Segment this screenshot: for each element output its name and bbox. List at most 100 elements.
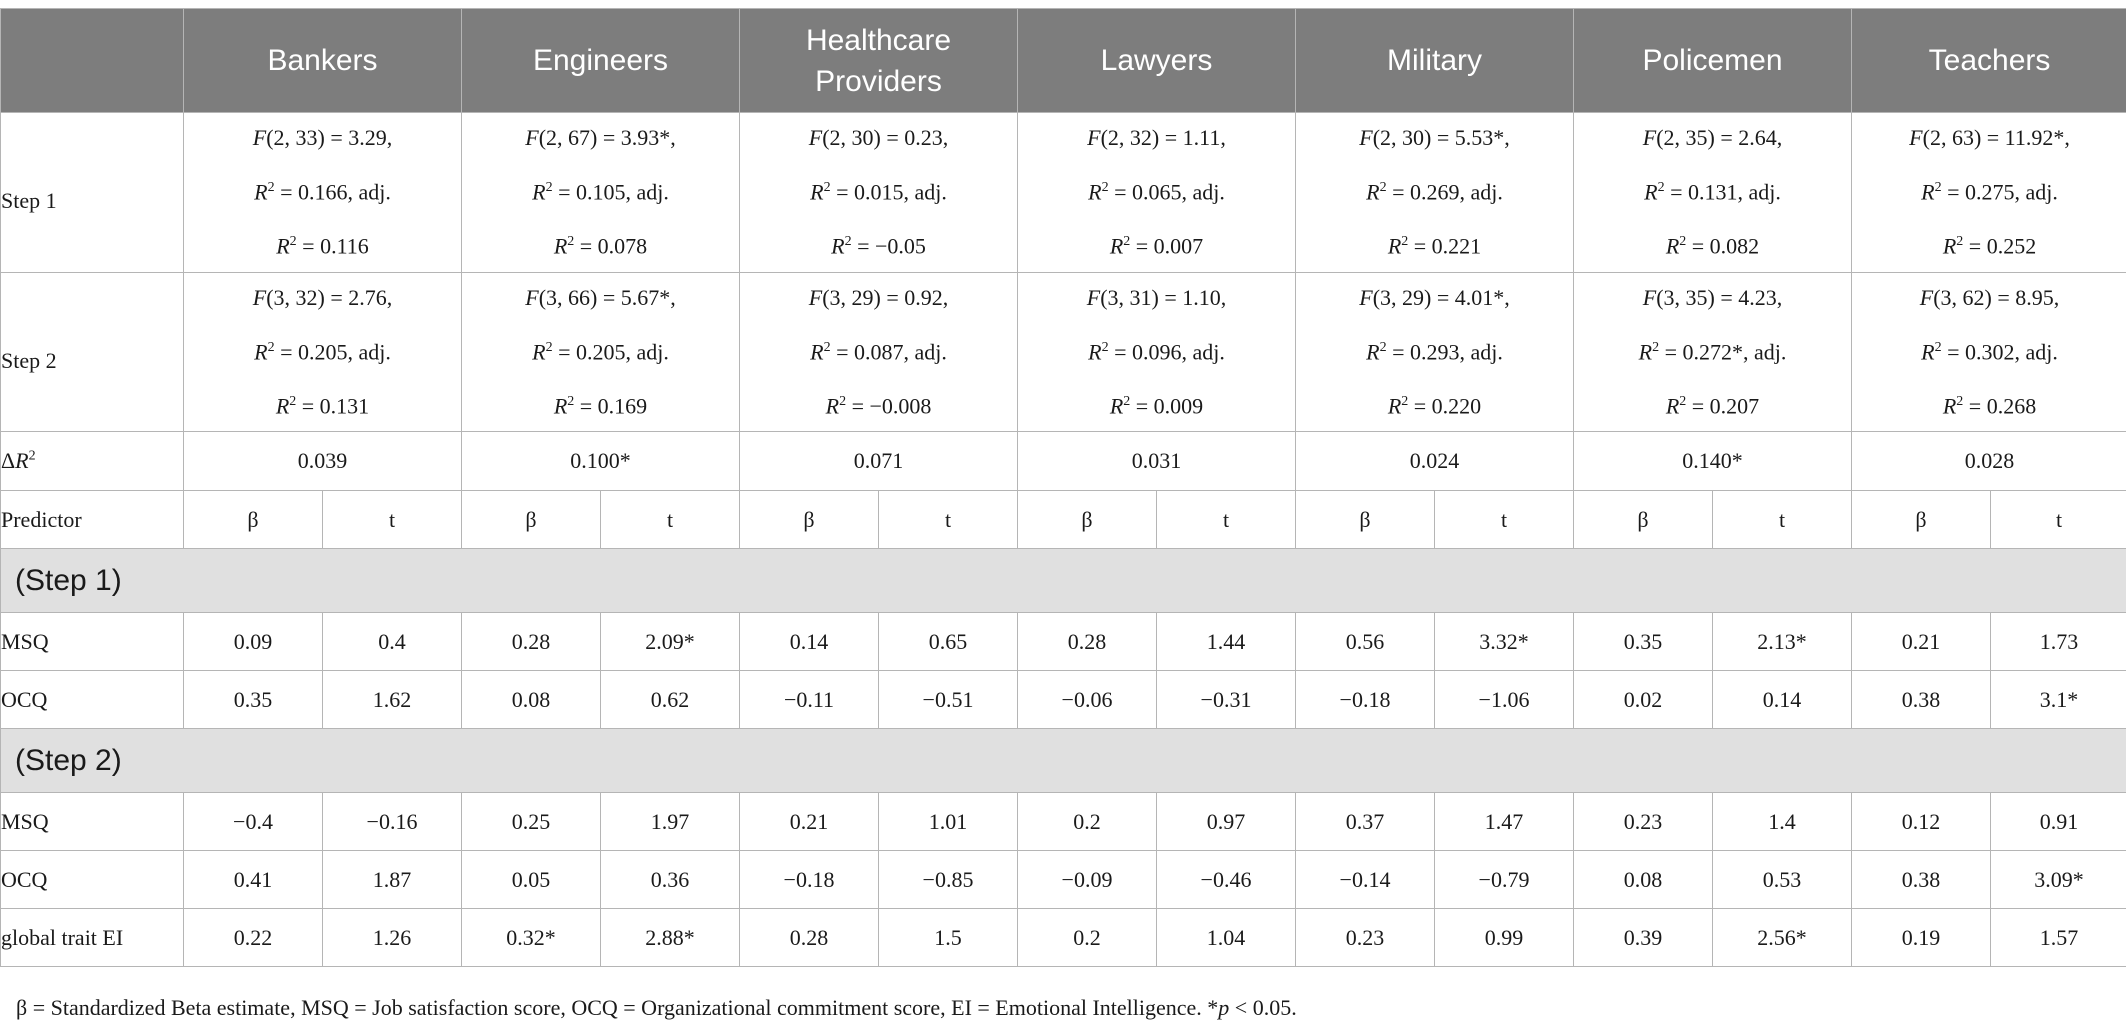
t-value: −0.51 xyxy=(878,670,1018,730)
delta-r2-value: 0.100* xyxy=(461,431,740,492)
beta-value: −0.09 xyxy=(1017,850,1157,910)
regression-table: Bankers Engineers Healthcare Providers L… xyxy=(0,8,2126,968)
beta-header: β xyxy=(183,490,323,550)
t-value: 1.87 xyxy=(322,850,462,910)
predictor-row: OCQ 0.41 1.87 0.05 0.36 −0.18 −0.85 −0.09 −0.46−… xyxy=(0,850,2126,910)
step1-cell: F(2, 67) = 3.93*, R2 = 0.105, adj. R2 = 0.… xyxy=(461,112,740,273)
step2-cell: F(3, 35) = 4.23, R2 = 0.272*, adj. R2 = 0.… xyxy=(1572,271,1853,433)
step2-cell: F(3, 32) = 2.76, R2 = 0.205, adj. R2 = 0.1… xyxy=(183,271,462,433)
beta-value: −0.14 xyxy=(1295,850,1435,910)
beta-header: β xyxy=(1017,490,1157,550)
predictor-row: global trait EI 0.22 1.26 0.32* 2.88* 0.28 1.5… xyxy=(0,908,2126,968)
t-value: 2.13* xyxy=(1711,612,1853,672)
beta-value: 0.2 xyxy=(1017,792,1157,852)
delta-r2-value: 0.039 xyxy=(183,431,462,492)
section-header-row: (Step 1) xyxy=(0,548,2126,614)
t-value: −0.31 xyxy=(1156,670,1296,730)
beta-value: 0.35 xyxy=(183,670,323,730)
header-col-military: Military xyxy=(1295,8,1574,113)
beta-value: 0.08 xyxy=(1573,850,1713,910)
t-value: 1.62 xyxy=(322,670,462,730)
delta-r2-value: 0.140* xyxy=(1572,431,1853,492)
delta-r2-value: 0.031 xyxy=(1017,431,1296,492)
predictor-name: MSQ xyxy=(0,792,184,852)
header-row: Bankers Engineers Healthcare Providers L… xyxy=(0,8,2126,113)
beta-value: −0.4 xyxy=(183,792,323,852)
beta-value: 0.39 xyxy=(1573,908,1713,968)
delta-r2-row: ΔR2 0.039 0.100* 0.071 0.031 0.024 0.140… xyxy=(0,431,2126,492)
predictor-name: MSQ xyxy=(0,612,184,672)
predictor-row: OCQ 0.35 1.62 0.08 0.62 −0.11 −0.51 −0.06 −0.31−… xyxy=(0,670,2126,730)
delta-r2-value: 0.028 xyxy=(1851,431,2126,492)
beta-value: 0.32* xyxy=(461,908,601,968)
step1-cell: F(2, 30) = 0.23, R2 = 0.015, adj. R2 = −0.… xyxy=(739,112,1018,273)
beta-value: 0.41 xyxy=(183,850,323,910)
step2-label: Step 2 xyxy=(0,271,184,433)
t-value: 3.1* xyxy=(1990,670,2126,730)
t-value: −0.46 xyxy=(1156,850,1296,910)
beta-value: 0.37 xyxy=(1295,792,1435,852)
delta-r2-label: ΔR2 xyxy=(0,431,184,492)
step1-cell: F(2, 35) = 2.64, R2 = 0.131, adj. R2 = 0.0… xyxy=(1572,112,1853,273)
beta-header: β xyxy=(461,490,601,550)
t-value: 3.09* xyxy=(1990,850,2126,910)
t-value: 1.47 xyxy=(1434,792,1574,852)
step1-cell: F(2, 32) = 1.11, R2 = 0.065, adj. R2 = 0.0… xyxy=(1017,112,1296,273)
t-value: 0.65 xyxy=(878,612,1018,672)
predictor-header-row: Predictor β t β t β t β t β t β t β t xyxy=(0,490,2126,550)
delta-r2-value: 0.024 xyxy=(1295,431,1574,492)
t-value: 2.56* xyxy=(1711,908,1853,968)
t-value: 1.26 xyxy=(322,908,462,968)
header-col-policemen: Policemen xyxy=(1572,8,1853,113)
header-col-lawyers: Lawyers xyxy=(1017,8,1296,113)
beta-header: β xyxy=(1573,490,1713,550)
beta-value: 0.28 xyxy=(461,612,601,672)
t-value: 0.99 xyxy=(1434,908,1574,968)
t-value: 0.62 xyxy=(600,670,740,730)
beta-value: 0.23 xyxy=(1295,908,1435,968)
predictor-name: OCQ xyxy=(0,850,184,910)
beta-header: β xyxy=(739,490,879,550)
t-value: 1.04 xyxy=(1156,908,1296,968)
t-value: 0.97 xyxy=(1156,792,1296,852)
t-value: 3.32* xyxy=(1434,612,1574,672)
beta-value: 0.28 xyxy=(739,908,879,968)
beta-value: 0.05 xyxy=(461,850,601,910)
t-header: t xyxy=(322,490,462,550)
predictor-label: Predictor xyxy=(0,490,184,550)
beta-value: 0.25 xyxy=(461,792,601,852)
t-value: 1.5 xyxy=(878,908,1018,968)
beta-value: −0.18 xyxy=(1295,670,1435,730)
beta-value: 0.02 xyxy=(1573,670,1713,730)
t-header: t xyxy=(1434,490,1574,550)
t-header: t xyxy=(1990,490,2126,550)
section-title: (Step 1) xyxy=(0,548,2126,614)
predictor-row: MSQ −0.4 −0.16 0.25 1.97 0.21 1.01 0.2 0.97 0.37 1… xyxy=(0,792,2126,852)
beta-value: 0.38 xyxy=(1851,670,1992,730)
beta-value: −0.11 xyxy=(739,670,879,730)
step2-cell: F(3, 29) = 4.01*, R2 = 0.293, adj. R2 = 0.… xyxy=(1295,271,1574,433)
t-value: 1.4 xyxy=(1711,792,1853,852)
table-footnote: β = Standardized Beta estimate, MSQ = Jo… xyxy=(16,995,1297,1021)
beta-value: −0.06 xyxy=(1017,670,1157,730)
t-value: 0.53 xyxy=(1711,850,1853,910)
beta-value: 0.21 xyxy=(1851,612,1992,672)
t-value: 0.4 xyxy=(322,612,462,672)
beta-value: 0.35 xyxy=(1573,612,1713,672)
t-value: 1.57 xyxy=(1990,908,2126,968)
t-value: 0.14 xyxy=(1711,670,1853,730)
t-value: 2.88* xyxy=(600,908,740,968)
beta-value: 0.23 xyxy=(1573,792,1713,852)
t-value: 2.09* xyxy=(600,612,740,672)
t-value: 0.36 xyxy=(600,850,740,910)
section-header-row: (Step 2) xyxy=(0,728,2126,794)
header-col-engineers: Engineers xyxy=(461,8,740,113)
beta-value: 0.28 xyxy=(1017,612,1157,672)
beta-value: 0.19 xyxy=(1851,908,1992,968)
beta-value: 0.14 xyxy=(739,612,879,672)
predictor-name: global trait EI xyxy=(0,908,184,968)
t-value: −0.79 xyxy=(1434,850,1574,910)
beta-value: 0.09 xyxy=(183,612,323,672)
beta-value: 0.38 xyxy=(1851,850,1992,910)
step2-cell: F(3, 31) = 1.10, R2 = 0.096, adj. R2 = 0.0… xyxy=(1017,271,1296,433)
